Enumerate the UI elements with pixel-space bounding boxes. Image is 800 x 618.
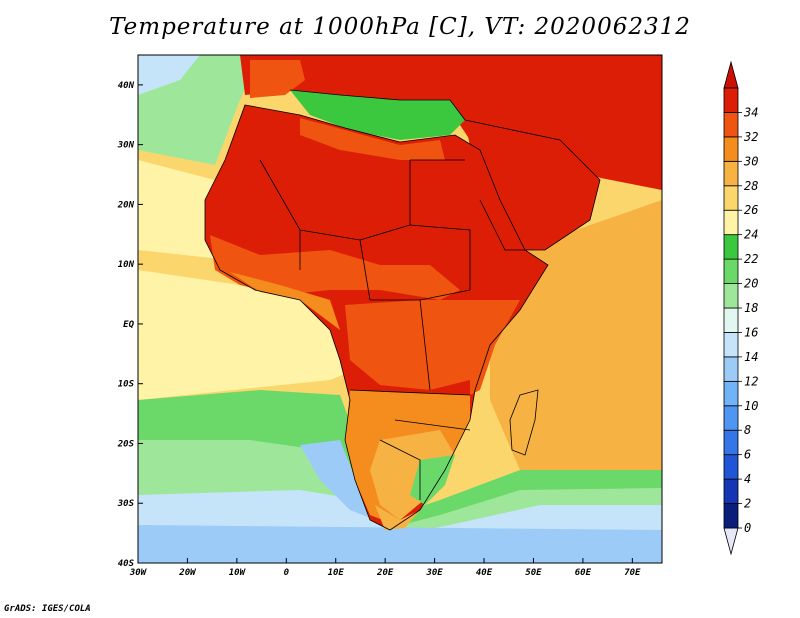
lon-tick-label: 60E — [575, 568, 592, 578]
lat-tick-label: EQ — [123, 320, 134, 330]
colorbar-level-label: 30 — [743, 154, 758, 168]
colorbar-swatch — [723, 87, 739, 113]
sahara-north-margin — [300, 118, 445, 160]
colorbar-swatch — [723, 307, 739, 333]
highveld — [410, 455, 455, 505]
colorbar-swatch — [723, 258, 739, 284]
colorbar-swatch — [723, 112, 739, 138]
colorbar-level-label: 2 — [744, 497, 751, 511]
colorbar-swatch — [723, 405, 739, 431]
colorbar-swatch — [723, 234, 739, 260]
benguela-current — [300, 440, 375, 520]
lon-tick-label: 40E — [476, 568, 493, 578]
madagascar-coastline — [509, 389, 539, 456]
colorbar-level-label: 26 — [744, 203, 758, 217]
border-southern — [349, 389, 471, 500]
colorbar-level-label: 8 — [744, 423, 751, 437]
colorbar-level-label: 22 — [744, 252, 758, 266]
map-title: Temperature at 1000hPa [C], VT: 20200623… — [109, 14, 691, 40]
lat-tick-label: 20N — [117, 200, 135, 210]
colorbar-level-label: 0 — [744, 521, 751, 535]
colorbar-swatch — [723, 209, 739, 236]
central-africa — [345, 300, 485, 390]
boundaries — [204, 89, 601, 531]
ocean-north-cool — [138, 55, 200, 95]
colorbar-swatch — [723, 429, 739, 456]
colorbar-level-label: 34 — [743, 105, 758, 119]
lat-tick-label: 30N — [117, 141, 135, 151]
colorbar-swatch — [723, 283, 739, 309]
colorbar-level-label: 24 — [744, 228, 758, 242]
europe-coastline — [289, 89, 466, 121]
colorbar-swatch — [723, 185, 739, 211]
lat-tick-label: 10S — [118, 380, 135, 390]
lon-tick-label: 30W — [129, 568, 148, 578]
colorbar-swatch — [723, 160, 739, 187]
arabia-coastline — [464, 119, 601, 251]
colorbar-level-label: 18 — [744, 301, 758, 315]
land-arabia — [465, 120, 600, 250]
lon-tick-label: 20W — [178, 568, 197, 578]
colorbar-level-label: 12 — [744, 374, 758, 388]
lat-tick-label: 20S — [117, 439, 135, 449]
lon-tick-label: 10W — [229, 568, 247, 578]
lon-tick-label: 50E — [525, 568, 542, 578]
colorbar-swatch — [723, 136, 739, 162]
land-iberia — [250, 60, 305, 98]
colorbar-swatch — [723, 332, 739, 358]
colorbar-level-label: 14 — [744, 350, 758, 364]
colorbar-below-arrow — [723, 527, 739, 556]
colorbar-swatch — [723, 380, 739, 407]
colorbar-level-label: 28 — [744, 179, 758, 193]
colorbar-swatch — [723, 454, 739, 480]
grads-credit: GrADS: IGES/COLA — [4, 604, 91, 614]
lat-tick-label: 10N — [118, 260, 135, 270]
land-madagascar — [510, 390, 538, 455]
lat-tick-label: 30S — [117, 499, 135, 509]
lon-tick-label: 30E — [425, 568, 443, 578]
colorbar-level-label: 10 — [744, 399, 758, 413]
map-frame — [137, 54, 663, 564]
border-niger — [299, 230, 371, 301]
lon-tick-label: 0 — [284, 568, 290, 578]
lon-tick-label: 20E — [376, 568, 394, 578]
lat-tick-labels: 40N 30N 20N 10N EQ 10S 20S 30S 40S — [117, 81, 143, 569]
lon-tick-label: 10E — [328, 568, 345, 578]
colorbar-above-arrow — [723, 60, 739, 89]
map-field — [138, 55, 662, 563]
lat-tick-label: 40N — [118, 81, 135, 91]
east-africa — [470, 300, 520, 395]
kalahari — [370, 430, 455, 520]
colorbar-level-label: 20 — [744, 277, 758, 291]
colorbar-swatch — [723, 503, 739, 529]
colorbar-level-label: 4 — [744, 472, 751, 486]
border-sudan — [409, 159, 471, 290]
ocean-southern — [138, 525, 662, 563]
guinea-coast — [230, 272, 340, 330]
cape-region — [375, 505, 420, 530]
colorbar-level-label: 32 — [743, 130, 758, 144]
lon-tick-label: 70E — [624, 568, 641, 578]
lon-tick-labels: 30W 20W 10W 0 10E 20E 30E 40E 50E 60E 70E — [129, 558, 641, 578]
border-central — [370, 289, 471, 391]
colorbar-level-label: 16 — [744, 325, 758, 339]
lat-tick-label: 40S — [118, 559, 135, 569]
mediterranean-sea — [290, 90, 465, 140]
africa-coastline — [204, 104, 549, 531]
colorbar-swatch — [723, 356, 739, 382]
colorbar-swatch — [723, 478, 739, 504]
colorbar-level-label: 6 — [744, 448, 751, 462]
